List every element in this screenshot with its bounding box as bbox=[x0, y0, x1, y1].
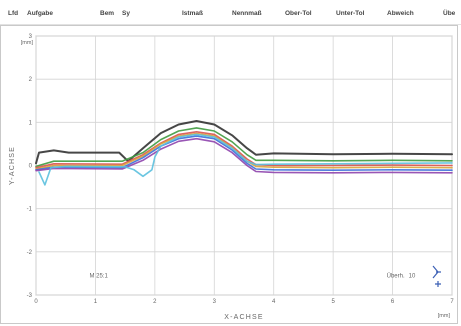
x-tick-label: 3 bbox=[213, 299, 217, 305]
header-column-8[interactable]: Abweich bbox=[387, 10, 414, 17]
y-tick-label: -2 bbox=[27, 250, 33, 256]
y-unit-label: [mm] bbox=[21, 40, 34, 46]
header-column-5[interactable]: Nennmaß bbox=[232, 10, 262, 17]
series-line-7 bbox=[38, 133, 453, 186]
y-tick-label: -3 bbox=[27, 293, 33, 299]
exaggeration-label: Überh. bbox=[387, 273, 405, 280]
series-line-6 bbox=[35, 137, 453, 174]
y-axis-label: Y-ACHSE bbox=[9, 146, 16, 185]
scale-arrows-icon bbox=[432, 265, 441, 287]
series-line-4 bbox=[35, 132, 453, 170]
series-line-2 bbox=[35, 127, 453, 168]
scale-label: M 25:1 bbox=[89, 274, 108, 280]
header-column-2[interactable]: Bem bbox=[100, 10, 115, 17]
y-tick-label: 1 bbox=[29, 120, 33, 126]
header-column-7[interactable]: Unter-Tol bbox=[336, 10, 365, 17]
x-tick-label: 7 bbox=[450, 299, 454, 305]
header-column-3[interactable]: Sy bbox=[122, 10, 130, 17]
header-column-6[interactable]: Ober-Tol bbox=[285, 10, 312, 17]
x-tick-label: 6 bbox=[391, 299, 395, 305]
header-column-1[interactable]: Aufgabe bbox=[27, 10, 53, 17]
x-tick-label: 4 bbox=[272, 299, 276, 305]
header-bar: Lfd Aufgabe Bem Sy Istmaß Nennmaß Ober-Tol Unte… bbox=[0, 0, 461, 25]
y-tick-label: 2 bbox=[29, 77, 33, 83]
x-tick-label: 5 bbox=[331, 299, 335, 305]
series-line-1 bbox=[35, 120, 453, 165]
series-line-5 bbox=[35, 135, 453, 171]
x-axis-label: X-ACHSE bbox=[224, 314, 264, 321]
series-line-3 bbox=[35, 131, 453, 169]
y-tick-label: 3 bbox=[29, 34, 33, 40]
plot-frame bbox=[0, 25, 458, 324]
x-tick-label: 1 bbox=[94, 299, 98, 305]
x-tick-label: 0 bbox=[34, 299, 38, 305]
exaggeration-value: 10 bbox=[409, 274, 416, 280]
x-unit-label: [mm] bbox=[438, 313, 451, 319]
y-tick-label: -1 bbox=[27, 207, 33, 213]
header-column-9[interactable]: Übe bbox=[443, 10, 456, 17]
header-column-4[interactable]: Istmaß bbox=[182, 10, 203, 17]
header-column-0[interactable]: Lfd bbox=[8, 10, 19, 17]
y-tick-label: 0 bbox=[29, 164, 33, 170]
x-tick-label: 2 bbox=[153, 299, 157, 305]
